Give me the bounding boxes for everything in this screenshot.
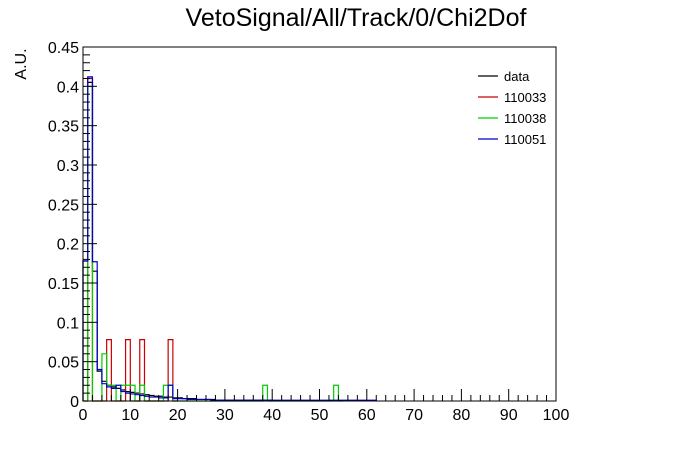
x-tick-label: 10 [121, 407, 139, 424]
x-tick-label: 30 [216, 407, 234, 424]
chart-title: VetoSignal/All/Track/0/Chi2Dof [186, 4, 527, 32]
y-tick-label: 0.05 [48, 355, 79, 372]
y-tick-label: 0.3 [57, 158, 79, 175]
x-tick-label: 90 [500, 407, 518, 424]
y-tick-label: 0.15 [48, 276, 79, 293]
legend-entry-110051: 110051 [504, 132, 546, 147]
y-tick-label: 0.25 [48, 197, 79, 214]
y-tick-label: 0.35 [48, 119, 79, 136]
series-line-110051 [82, 76, 377, 401]
plot-area [83, 47, 556, 401]
y-tick-label: 0.45 [48, 40, 79, 57]
x-tick-label: 100 [543, 407, 570, 424]
plot-background [83, 47, 556, 401]
axes-layer: 0 10 20 30 40 50 60 70 80 90 100 0 0.05 0.1 0.15 0.2 0.2… [48, 40, 570, 424]
y-tick-label: 0.2 [57, 237, 79, 254]
legend-entry-110033: 110033 [504, 90, 546, 105]
y-tick-label: 0 [70, 394, 79, 411]
x-tick-label: 20 [169, 407, 187, 424]
y-axis-label: A.U. [13, 48, 30, 79]
y-tick-label: 0.4 [57, 79, 79, 96]
legend-entry-110038: 110038 [504, 111, 546, 126]
x-tick-label: 70 [405, 407, 423, 424]
legend: data 110033 110038 110051 [478, 69, 546, 147]
x-tick-label: 40 [263, 407, 281, 424]
y-tick-label: 0.1 [57, 315, 79, 332]
x-tick-label: 60 [358, 407, 376, 424]
x-tick-label: 80 [453, 407, 471, 424]
x-tick-label: 50 [311, 407, 329, 424]
x-tick-label: 0 [79, 407, 88, 424]
legend-entry-data: data [504, 69, 530, 84]
